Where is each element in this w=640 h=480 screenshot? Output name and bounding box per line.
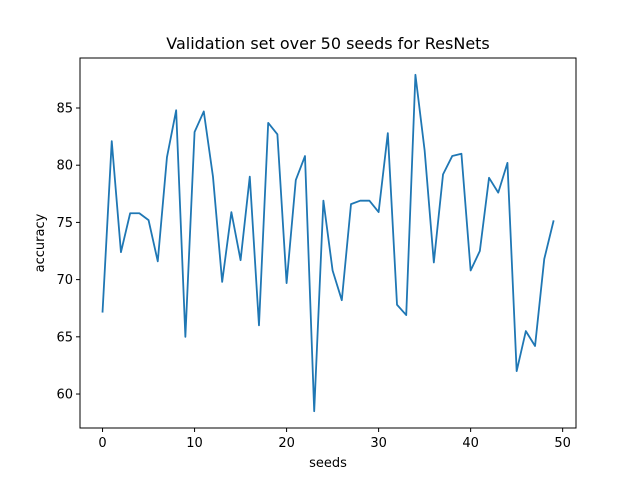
- x-tick-label: 40: [462, 436, 479, 451]
- x-tick-label: 0: [98, 436, 106, 451]
- x-axis: 0 10 20 30 40 50: [98, 428, 571, 451]
- chart-title: Validation set over 50 seeds for ResNets: [166, 34, 490, 53]
- plot-frame: [79, 57, 577, 429]
- x-tick-label: 30: [370, 436, 387, 451]
- y-tick-label: 85: [56, 101, 73, 116]
- y-tick-label: 60: [56, 388, 73, 403]
- y-axis-label: accuracy: [33, 213, 48, 272]
- y-tick-label: 65: [56, 330, 73, 345]
- x-axis-label: seeds: [309, 456, 347, 471]
- plot-area: [101, 73, 555, 413]
- y-axis: 60 65 70 75 80 85: [56, 101, 80, 403]
- x-tick-label: 20: [278, 436, 295, 451]
- y-tick-label: 70: [56, 273, 73, 288]
- x-tick-label: 10: [186, 436, 203, 451]
- y-tick-label: 80: [56, 159, 73, 174]
- x-tick-label: 50: [554, 436, 571, 451]
- y-tick-label: 75: [56, 216, 73, 231]
- series-line-0: [101, 73, 555, 413]
